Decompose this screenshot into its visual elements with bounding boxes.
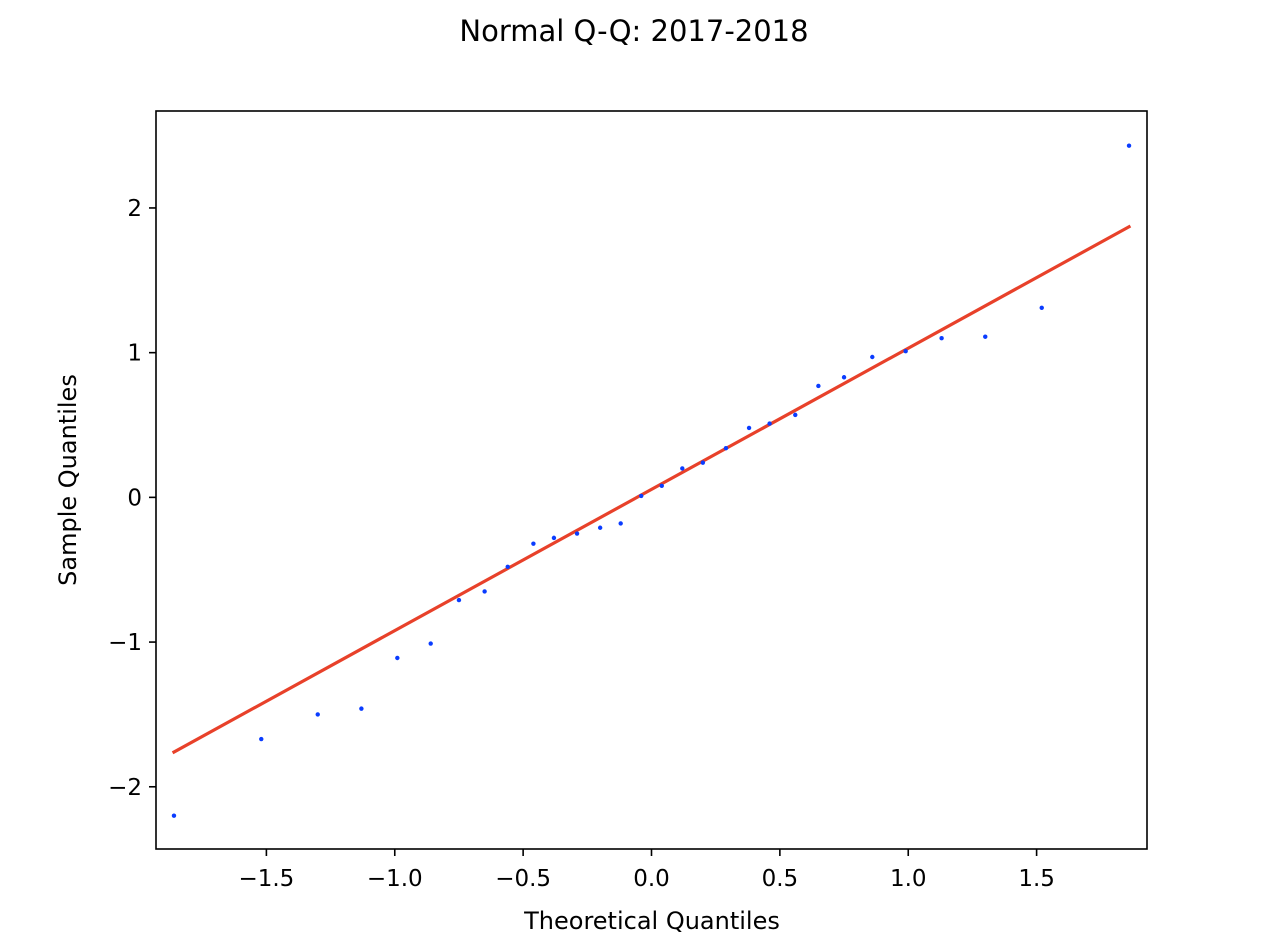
x-tick-label: −0.5	[495, 866, 551, 892]
sample-point	[597, 525, 603, 530]
sample-point	[574, 531, 580, 536]
reference-line	[171, 224, 1132, 755]
x-tick-label: −1.0	[367, 866, 423, 892]
y-tick-label: −2	[108, 775, 142, 801]
sample-point	[723, 445, 729, 451]
plot-marks	[171, 143, 1132, 818]
sample-point	[793, 412, 798, 418]
sample-point	[395, 655, 400, 661]
sample-point	[680, 466, 685, 471]
sample-point	[456, 597, 462, 603]
chart-title: Normal Q-Q: 2017-2018	[459, 14, 808, 48]
sample-point	[983, 334, 988, 339]
y-tick-label: −1	[108, 630, 142, 656]
x-tick-label: 0.0	[633, 866, 670, 892]
sample-point	[359, 706, 364, 711]
sample-point	[482, 589, 487, 594]
sample-point	[700, 460, 706, 465]
sample-point	[903, 349, 908, 354]
sample-point	[505, 564, 510, 570]
sample-point	[1126, 143, 1132, 148]
sample-point	[428, 641, 433, 646]
y-tick-label: 1	[127, 341, 142, 367]
sample-point	[618, 521, 623, 526]
sample-point	[315, 712, 320, 717]
y-axis: −2 −1 0 1 2	[108, 196, 156, 801]
x-tick-label: 1.5	[1018, 866, 1055, 892]
sample-point	[767, 421, 772, 426]
sample-point	[841, 375, 847, 380]
sample-point	[639, 493, 644, 499]
x-axis: −1.5 −1.0 −0.5 0.0 0.5 1.0 1.5	[238, 849, 1055, 892]
sample-point	[1039, 305, 1044, 310]
sample-point	[551, 535, 557, 541]
x-tick-label: 0.5	[762, 866, 799, 892]
sample-point	[870, 354, 875, 360]
y-tick-label: 0	[127, 485, 142, 511]
sample-point	[171, 813, 177, 818]
sample-point	[531, 541, 536, 546]
sample-point	[259, 736, 264, 742]
y-tick-label: 2	[127, 196, 142, 222]
x-tick-label: 1.0	[890, 866, 927, 892]
y-axis-label: Sample Quantiles	[54, 374, 82, 586]
x-tick-label: −1.5	[238, 866, 294, 892]
x-axis-label: Theoretical Quantiles	[523, 907, 780, 935]
sample-point	[746, 425, 752, 431]
sample-point	[659, 483, 664, 488]
sample-point	[816, 383, 821, 389]
sample-point	[939, 335, 944, 341]
